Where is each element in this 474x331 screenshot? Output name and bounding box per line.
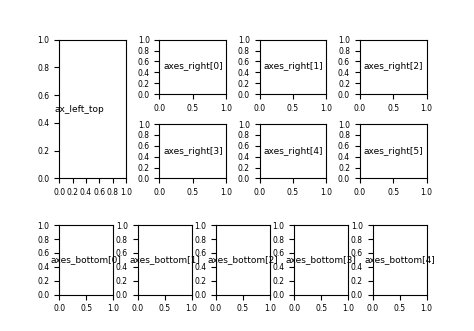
Text: axes_right[4]: axes_right[4] — [263, 147, 323, 156]
Text: axes_right[1]: axes_right[1] — [263, 63, 323, 71]
Text: axes_bottom[3]: axes_bottom[3] — [286, 256, 357, 264]
Text: axes_bottom[4]: axes_bottom[4] — [364, 256, 435, 264]
Text: axes_bottom[2]: axes_bottom[2] — [208, 256, 278, 264]
Text: axes_right[5]: axes_right[5] — [364, 147, 423, 156]
Text: axes_bottom[1]: axes_bottom[1] — [129, 256, 200, 264]
Text: axes_right[0]: axes_right[0] — [163, 63, 223, 71]
Text: axes_right[3]: axes_right[3] — [163, 147, 223, 156]
Text: ax_left_top: ax_left_top — [55, 105, 104, 114]
Text: axes_right[2]: axes_right[2] — [364, 63, 423, 71]
Text: axes_bottom[0]: axes_bottom[0] — [51, 256, 122, 264]
